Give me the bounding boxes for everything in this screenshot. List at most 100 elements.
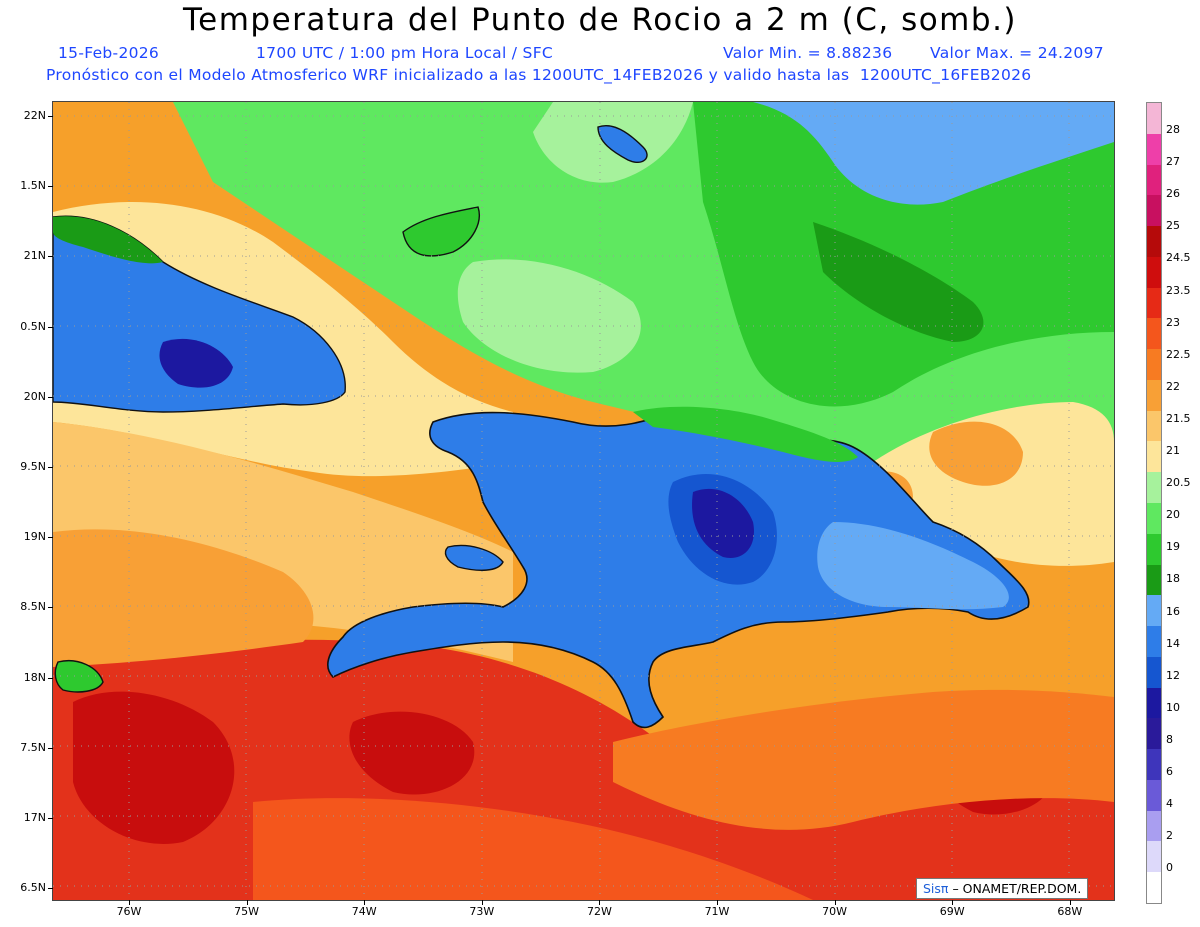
orange-south: [253, 798, 813, 900]
colorbar-swatch: [1147, 349, 1161, 381]
lat-label: 18N: [23, 670, 46, 684]
lat-tick: [48, 607, 53, 609]
lat-label: 9.5N: [20, 460, 46, 473]
lat-label: 8.5N: [20, 600, 46, 614]
colorbar-swatch: [1147, 503, 1161, 535]
colorbar-swatch: [1147, 687, 1161, 719]
cuba-coast: [53, 216, 163, 264]
lat-tick: [48, 677, 53, 679]
credit-text: – ONAMET/REP.DOM.: [952, 881, 1082, 896]
colorbar-swatch: [1147, 256, 1161, 289]
lon-tick: [481, 900, 483, 905]
lat-tick: [48, 747, 53, 749]
colorbar-label: 25: [1166, 219, 1180, 233]
colorbar-swatch: [1147, 626, 1161, 658]
colorbar-swatch: [1147, 164, 1161, 196]
colorbar-label: 8: [1166, 732, 1173, 746]
colorbar-label: 12: [1166, 668, 1180, 682]
lon-tick: [599, 900, 601, 905]
lat-label: 1.5N: [20, 179, 46, 193]
colorbar-label: 10: [1166, 700, 1180, 714]
green-wedge: [813, 222, 984, 342]
dark-red-patches: [73, 691, 1055, 844]
colorbar-swatch: [1147, 810, 1161, 842]
lat-tick: [48, 888, 53, 890]
colorbar-label: 0: [1166, 861, 1173, 875]
credit-box: Sisπ – ONAMET/REP.DOM.: [916, 878, 1089, 899]
map-title: Temperatura del Punto de Rocio a 2 m (C,…: [182, 2, 1018, 38]
colorbar-swatch: [1147, 195, 1161, 227]
lat-tick: [48, 116, 53, 117]
colorbar-label: 16: [1166, 604, 1180, 618]
colorbar-swatch: [1147, 410, 1161, 442]
colorbar-swatch: [1147, 779, 1161, 812]
lightgreen-patch: [457, 102, 693, 373]
colorbar-swatch: [1147, 533, 1161, 566]
lat-label: 20N: [23, 389, 46, 403]
hispaniola: [327, 409, 1030, 729]
dewpoint-map: [52, 101, 1115, 901]
colorbar-label: 2: [1166, 829, 1173, 843]
lon-tick: [364, 900, 366, 905]
colorbar-label: 22: [1166, 379, 1180, 393]
min-value: Valor Min. = 8.88236: [723, 44, 893, 62]
graticule: [53, 102, 1114, 900]
colorbar-label: 27: [1166, 155, 1180, 169]
orange-west: [53, 529, 314, 667]
colorbar-label: 6: [1166, 765, 1173, 778]
max-value: Valor Max. = 24.2097: [930, 44, 1104, 62]
lon-tick: [834, 900, 836, 905]
blue-ne-sea: [753, 102, 1114, 205]
cuba-core: [159, 338, 233, 388]
dr-east: [817, 522, 1009, 610]
lon-label: 75W: [234, 905, 260, 918]
darkgreen-north: [693, 102, 1114, 407]
colorbar-label: 21.5: [1166, 411, 1191, 425]
colorbar-swatch: [1147, 133, 1161, 166]
lon-label: 68W: [1057, 905, 1083, 918]
colorbar-label: 22.5: [1166, 347, 1191, 361]
colorbar-label: 28: [1166, 123, 1180, 136]
lat-label: 0.5N: [20, 319, 46, 333]
lat-label: 22N: [23, 109, 46, 122]
forecast-time: 1700 UTC / 1:00 pm Hora Local / SFC: [256, 44, 554, 62]
orange-midsouth: [613, 689, 1114, 830]
jamaica: [54, 660, 104, 693]
colorbar-label: 18: [1166, 572, 1180, 586]
colorbar-swatch: [1147, 472, 1161, 504]
colorbar-label: 26: [1166, 187, 1180, 201]
lon-label: 70W: [822, 905, 848, 918]
lon-tick: [717, 900, 718, 905]
sis-logo-text: Sisπ: [923, 881, 949, 896]
colorbar-label: 20: [1166, 508, 1180, 522]
lat-tick: [48, 537, 53, 539]
colorbar-swatch: [1147, 287, 1161, 319]
forecast-date: 15-Feb-2026: [58, 44, 160, 62]
colorbar-label: 4: [1166, 797, 1173, 811]
lat-label: 21N: [23, 249, 46, 263]
gonave: [444, 544, 504, 571]
lon-tick: [246, 900, 248, 905]
lon-label: 74W: [351, 905, 377, 918]
lat-label: 6.5N: [20, 881, 46, 895]
lat-tick: [48, 256, 53, 258]
colorbar-label: 24.5: [1166, 251, 1191, 265]
colorbar-swatch: [1147, 718, 1161, 750]
lat-tick: [48, 818, 53, 819]
lat-label: 19N: [23, 530, 46, 544]
colorbar-swatch: [1147, 103, 1161, 135]
lat-label: 7.5N: [20, 740, 46, 754]
lat-tick: [48, 467, 53, 468]
colorbar-swatch: [1147, 656, 1161, 689]
hispaniola-deep: [692, 488, 754, 558]
inagua: [402, 206, 480, 257]
lon-label: 76W: [116, 905, 142, 918]
caicos: [597, 125, 648, 164]
colorbar-label: 23.5: [1166, 283, 1191, 297]
lon-tick: [1069, 900, 1071, 905]
colorbar-swatch: [1147, 564, 1161, 596]
colorbar-swatch: [1147, 441, 1161, 473]
colorbar-swatch: [1147, 318, 1161, 350]
colorbar-label: 21: [1166, 444, 1180, 457]
colorbar-swatch: [1147, 379, 1161, 412]
